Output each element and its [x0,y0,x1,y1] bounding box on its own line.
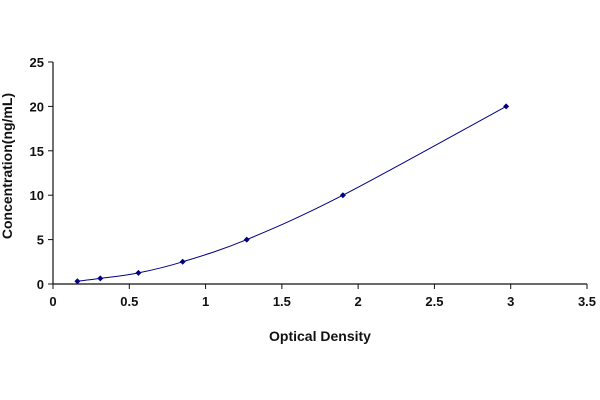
x-axis-ticks: 0 0.5 1 1.5 2 2.5 3 3.5 [49,284,596,309]
data-point-marker [135,269,142,276]
y-tick-label: 15 [30,144,44,159]
data-point-marker [97,275,104,282]
x-tick-label: 3 [507,294,514,309]
x-tick-label: 0.5 [120,294,138,309]
data-point-marker [243,236,250,243]
y-axis-title: Concentration(ng/mL) [0,93,15,239]
series-layer [74,103,510,285]
data-point-marker [74,278,81,285]
y-axis-ticks: 0 5 10 15 20 25 [30,55,53,292]
y-tick-label: 5 [37,233,44,248]
x-tick-label: 2.5 [425,294,443,309]
data-point-marker [339,192,346,199]
y-tick-label: 10 [30,188,44,203]
x-axis-title: Optical Density [269,328,371,344]
y-tick-label: 20 [30,99,44,114]
x-tick-label: 0 [49,294,56,309]
y-tick-label: 0 [37,277,44,292]
x-tick-label: 1.5 [273,294,291,309]
fit-curve [77,105,507,282]
x-tick-label: 3.5 [578,294,596,309]
x-tick-label: 2 [355,294,362,309]
data-point-marker [503,103,510,110]
x-tick-label: 1 [202,294,209,309]
axes [52,62,587,285]
y-tick-label: 25 [30,55,44,70]
data-point-marker [179,258,186,265]
